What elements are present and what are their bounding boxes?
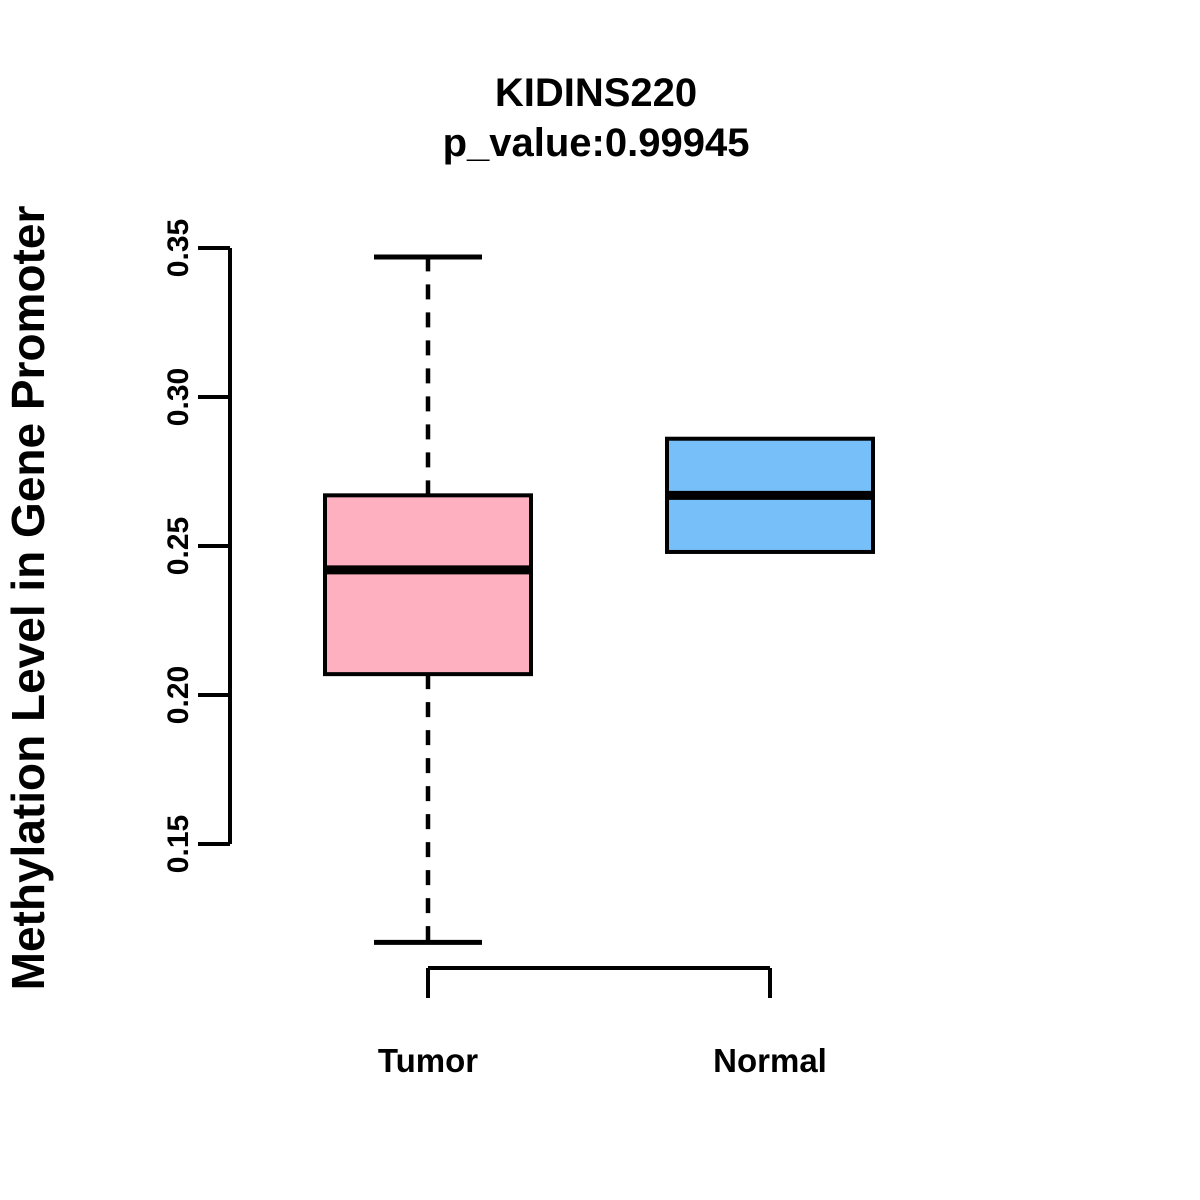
box-group-normal xyxy=(665,436,875,554)
x-group-label: Tumor xyxy=(378,1042,478,1079)
box-group-tumor xyxy=(323,254,533,945)
y-tick-label: 0.20 xyxy=(162,666,195,724)
chart-subtitle: p_value:0.99945 xyxy=(443,121,750,165)
y-tick-label: 0.35 xyxy=(162,219,195,277)
box-series xyxy=(323,254,875,945)
iqr-box xyxy=(323,493,533,677)
y-axis-label: Methylation Level in Gene Promoter xyxy=(2,206,54,991)
x-axis: Tumor Normal xyxy=(378,966,827,1079)
y-tick-label: 0.15 xyxy=(162,815,195,873)
chart-title: KIDINS220 xyxy=(495,71,697,115)
y-tick-label: 0.25 xyxy=(162,517,195,575)
y-tick-label: 0.30 xyxy=(162,368,195,426)
x-group-label: Normal xyxy=(713,1042,827,1079)
y-axis: 0.15 0.20 0.25 0.30 0.35 xyxy=(162,219,232,873)
